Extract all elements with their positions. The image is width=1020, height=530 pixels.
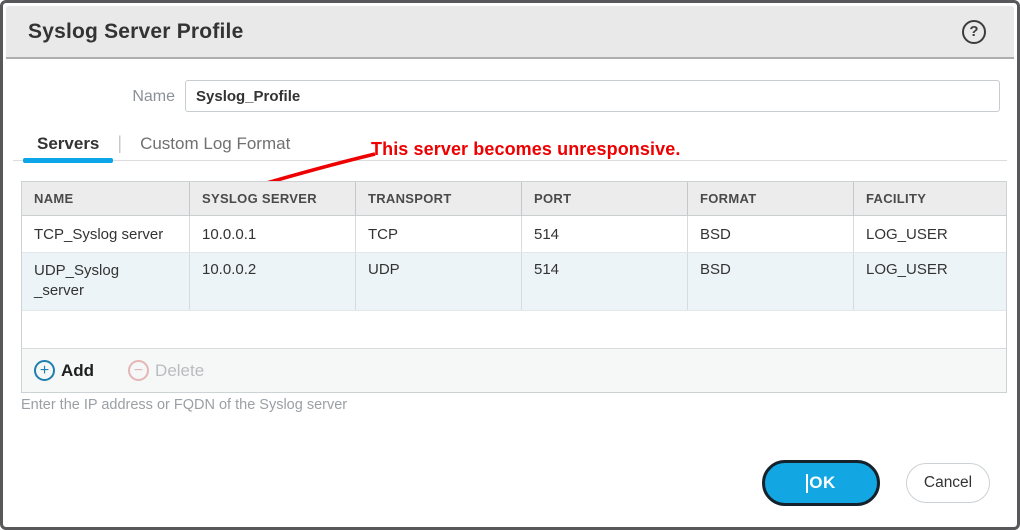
cancel-button[interactable]: Cancel: [906, 463, 990, 503]
name-input[interactable]: [185, 80, 1000, 112]
column-header-name[interactable]: NAME: [22, 182, 190, 215]
question-mark-glyph: ?: [969, 23, 979, 40]
column-header-syslog-server[interactable]: SYSLOG SERVER: [190, 182, 356, 215]
cell-transport[interactable]: UDP: [356, 253, 522, 310]
plus-circle-icon: +: [34, 360, 55, 381]
column-header-format[interactable]: FORMAT: [688, 182, 854, 215]
cell-name[interactable]: TCP_Syslog server: [22, 216, 190, 252]
table-toolbar: + Add − Delete: [22, 348, 1006, 392]
column-header-facility[interactable]: FACILITY: [866, 191, 927, 206]
column-header-port[interactable]: PORT: [522, 182, 688, 215]
tab-bar: Servers | Custom Log Format: [13, 127, 1007, 163]
table-row[interactable]: UDP_Syslog _server 10.0.0.2 UDP 514 BSD …: [22, 253, 1006, 311]
ok-button-label: OK: [809, 473, 836, 492]
dialog-title: Syslog Server Profile: [28, 19, 244, 43]
table-row[interactable]: TCP_Syslog server 10.0.0.1 TCP 514 BSD L…: [22, 216, 1006, 253]
add-button[interactable]: + Add: [34, 360, 94, 381]
tab-servers-label: Servers: [37, 133, 100, 153]
tab-servers[interactable]: Servers: [22, 127, 114, 163]
help-icon[interactable]: ?: [962, 19, 986, 44]
cell-syslog-server[interactable]: 10.0.0.2: [190, 253, 356, 310]
text-cursor: [806, 473, 809, 493]
cell-port[interactable]: 514: [522, 216, 688, 252]
cell-facility[interactable]: LOG_USER: [866, 261, 948, 278]
ok-button[interactable]: OK: [762, 460, 880, 506]
cell-format[interactable]: BSD: [688, 216, 854, 252]
cell-transport[interactable]: TCP: [356, 216, 522, 252]
cell-name[interactable]: UDP_Syslog _server: [22, 253, 190, 310]
servers-table: NAME SYSLOG SERVER TRANSPORT PORT FORMAT…: [21, 181, 1007, 393]
tab-custom-log-format-label: Custom Log Format: [140, 133, 291, 153]
delete-button[interactable]: − Delete: [128, 360, 204, 381]
cancel-button-label: Cancel: [923, 474, 973, 491]
table-header-row: NAME SYSLOG SERVER TRANSPORT PORT FORMAT…: [22, 182, 1006, 216]
annotation-text: This server becomes unresponsive.: [371, 139, 681, 159]
table-empty-area: [22, 311, 1006, 348]
cell-syslog-server[interactable]: 10.0.0.1: [190, 216, 356, 252]
dialog-titlebar: Syslog Server Profile ?: [6, 6, 1014, 59]
minus-circle-icon: −: [128, 360, 150, 381]
cell-format[interactable]: BSD: [688, 253, 854, 310]
tab-separator: |: [117, 133, 123, 153]
name-field-label: Name: [132, 88, 175, 105]
cell-facility[interactable]: LOG_USER: [866, 225, 948, 243]
delete-button-label: Delete: [155, 360, 205, 380]
field-hint-text: Enter the IP address or FQDN of the Sysl…: [21, 397, 348, 413]
cell-port[interactable]: 514: [522, 253, 688, 310]
tab-custom-log-format[interactable]: Custom Log Format: [130, 127, 300, 160]
column-header-transport[interactable]: TRANSPORT: [356, 182, 522, 215]
add-button-label: Add: [61, 360, 95, 380]
